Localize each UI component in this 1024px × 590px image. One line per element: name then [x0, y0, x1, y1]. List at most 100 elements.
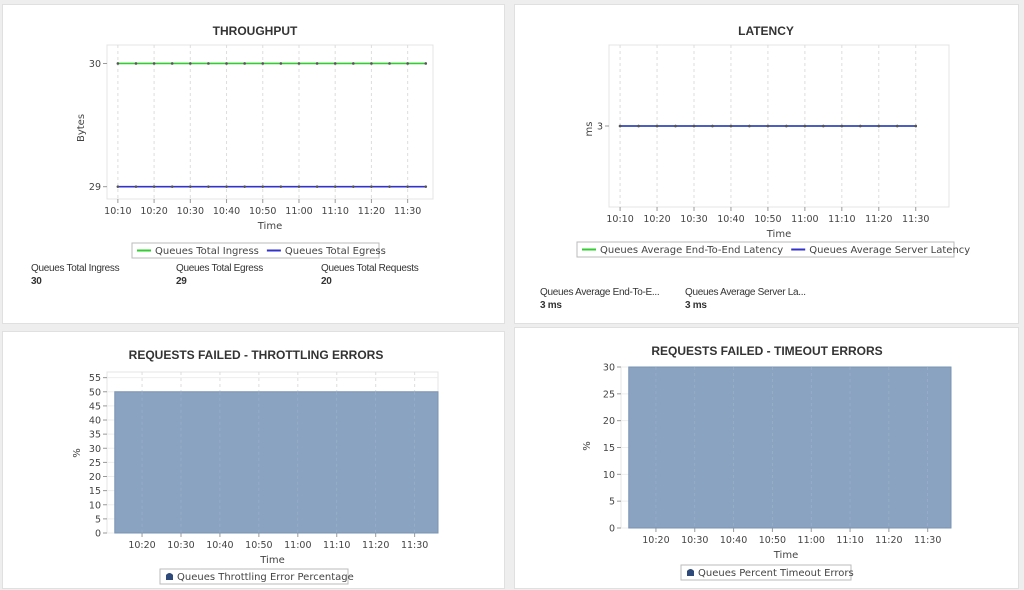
data-point	[877, 124, 881, 128]
x-tick-label: 10:30	[680, 214, 707, 225]
legend-label: Queues Average End-To-End Latency	[600, 245, 783, 256]
legend-label: Queues Average Server Latency	[809, 245, 970, 256]
data-point	[674, 124, 677, 128]
y-tick-label: 45	[89, 401, 101, 412]
x-tick-label: 10:20	[642, 535, 669, 546]
x-axis-label: Time	[773, 550, 798, 561]
data-point	[692, 124, 696, 128]
data-point	[352, 62, 355, 65]
data-point	[822, 124, 825, 128]
data-point	[388, 62, 391, 65]
legend-box	[680, 564, 852, 581]
stat-value: 3 ms	[540, 300, 562, 311]
data-point	[207, 185, 210, 188]
y-tick-label: 30	[89, 59, 101, 70]
timeout-errors-chart: REQUESTS FAILED - TIMEOUT ERRORS 10:20 10:…	[582, 344, 952, 581]
data-point	[261, 62, 265, 65]
data-point	[225, 185, 228, 188]
data-point	[388, 185, 391, 188]
stat-value: 3 ms	[685, 300, 707, 311]
data-point	[243, 62, 246, 65]
x-tick-label: 11:20	[362, 540, 389, 551]
legend-label: Queues Total Ingress	[155, 246, 259, 257]
x-tick-label: 11:20	[358, 206, 385, 217]
y-tick-label: 30	[89, 444, 101, 455]
data-point	[189, 62, 192, 65]
legend-swatch-icon	[166, 573, 173, 580]
data-point	[729, 124, 733, 128]
stat-value: 20	[321, 276, 332, 287]
data-point	[315, 62, 319, 65]
chart-title: LATENCY	[738, 24, 794, 38]
data-point	[261, 185, 265, 188]
y-tick-label: 40	[89, 416, 101, 427]
legend-box	[159, 568, 349, 585]
y-tick-label: 30	[603, 363, 615, 374]
data-point	[243, 185, 246, 188]
y-axis-label: ms	[584, 122, 595, 137]
x-tick-label: 10:30	[681, 535, 708, 546]
data-point	[637, 124, 640, 128]
y-tick-label: 20	[603, 416, 615, 427]
data-point	[370, 62, 373, 65]
x-tick-label: 11:20	[865, 214, 892, 225]
data-point	[803, 124, 807, 128]
x-tick-label: 10:40	[206, 540, 233, 551]
y-axis-label: Bytes	[76, 114, 87, 142]
data-point	[189, 185, 192, 188]
legend-box	[576, 241, 955, 258]
x-axis-label: Time	[766, 229, 791, 240]
stat-label: Queues Average Server La...	[685, 287, 806, 298]
data-point	[748, 124, 751, 128]
x-tick-label: 10:40	[717, 214, 744, 225]
latency-chart: LATENCY 10:10 10:20 10:30 10:40 10:50 11:00 11:…	[576, 24, 970, 258]
data-point	[297, 185, 301, 188]
throughput-chart: THROUGHPUT 10:10 10:20 10:30 10:40 10:50 11:00…	[76, 24, 434, 259]
x-tick-label: 11:00	[285, 206, 312, 217]
x-tick-label: 10:20	[643, 214, 670, 225]
stat-total-ingress: Queues Total Ingress 30	[31, 263, 120, 287]
stat-label: Queues Total Ingress	[31, 263, 120, 274]
x-tick-label: 10:10	[104, 206, 131, 217]
x-tick-label: 10:20	[128, 540, 155, 551]
y-tick-label: 25	[89, 458, 101, 469]
data-point	[859, 124, 862, 128]
y-tick-label: 5	[95, 514, 101, 525]
x-tick-label: 10:50	[754, 214, 781, 225]
data-point	[766, 124, 770, 128]
data-point	[618, 124, 622, 128]
stat-label: Queues Total Egress	[176, 263, 263, 274]
legend-label: Queues Throttling Error Percentage	[177, 572, 354, 583]
stat-value: 30	[31, 276, 42, 287]
y-tick-label: 29	[89, 182, 101, 193]
x-tick-label: 11:20	[875, 535, 902, 546]
stat-total-egress: Queues Total Egress 29	[176, 263, 263, 287]
x-tick-label: 10:10	[606, 214, 633, 225]
x-tick-label: 11:10	[322, 206, 349, 217]
stat-avg-end-to-end: Queues Average End-To-E... 3 ms	[540, 287, 660, 311]
y-tick-label: 25	[603, 389, 615, 400]
x-tick-label: 10:30	[177, 206, 204, 217]
data-point	[116, 185, 120, 188]
data-point	[170, 62, 174, 65]
legend-swatch-icon	[687, 569, 694, 576]
x-tick-label: 10:50	[759, 535, 786, 546]
x-tick-label: 11:10	[828, 214, 855, 225]
data-point	[225, 62, 228, 65]
x-tick-label: 10:40	[720, 535, 747, 546]
data-point	[116, 62, 120, 65]
legend-label: Queues Total Egress	[285, 246, 386, 257]
data-point	[297, 62, 301, 65]
latency-panel: LATENCY 10:10 10:20 10:30 10:40 10:50 11:00 11:…	[514, 4, 1019, 324]
data-point	[424, 185, 428, 188]
data-point	[152, 185, 156, 188]
x-tick-label: 10:30	[167, 540, 194, 551]
x-tick-label: 11:30	[914, 535, 941, 546]
plot-area	[106, 44, 434, 200]
throttling-errors-chart: REQUESTS FAILED - THROTTLING ERRORS 10:20…	[72, 348, 439, 585]
y-tick-label: 50	[89, 387, 101, 398]
data-point	[315, 185, 319, 188]
stat-label: Queues Total Requests	[321, 263, 419, 274]
x-tick-label: 11:10	[836, 535, 863, 546]
y-tick-label: 0	[95, 529, 101, 540]
